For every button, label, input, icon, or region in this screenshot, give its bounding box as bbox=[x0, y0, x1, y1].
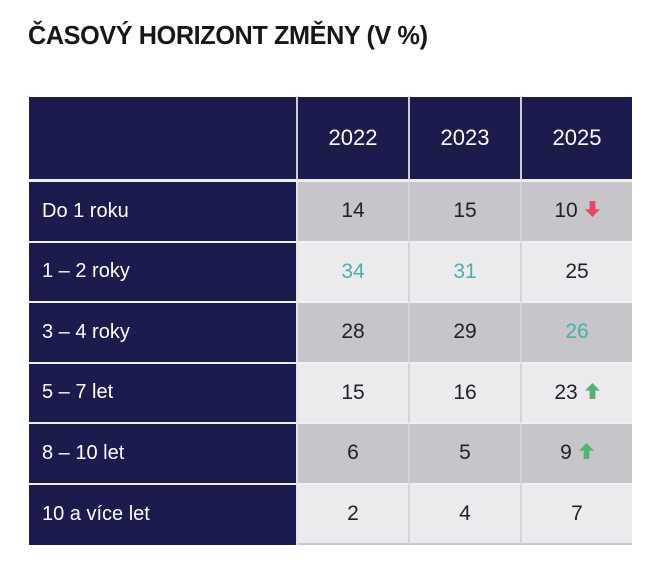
row-label: 3 – 4 roky bbox=[29, 303, 298, 364]
row-label: 10 a více let bbox=[29, 484, 298, 545]
cell-value: 23 bbox=[554, 380, 578, 404]
cell-value: 34 bbox=[341, 259, 365, 283]
cell-value: 15 bbox=[453, 199, 477, 223]
cell-value: 28 bbox=[341, 320, 365, 344]
value-cell: 16 bbox=[410, 363, 522, 424]
value-cell: 10 bbox=[522, 182, 632, 243]
cell-value: 14 bbox=[341, 199, 365, 223]
value-cell: 31 bbox=[410, 242, 522, 303]
cell-value: 29 bbox=[453, 320, 477, 344]
cell-value: 15 bbox=[341, 380, 365, 404]
column-header-2022: 2022 bbox=[298, 97, 410, 182]
table-row: Do 1 roku 14 15 10 bbox=[29, 182, 632, 243]
value-cell: 28 bbox=[298, 303, 410, 364]
table-row: 3 – 4 roky 28 29 26 bbox=[29, 303, 632, 364]
value-cell: 5 bbox=[410, 424, 522, 485]
value-cell: 25 bbox=[522, 242, 632, 303]
value-cell: 26 bbox=[522, 303, 632, 364]
value-cell: 23 bbox=[522, 363, 632, 424]
cell-value: 10 bbox=[554, 199, 578, 223]
cell-value: 4 bbox=[459, 501, 471, 525]
corner-cell bbox=[29, 97, 298, 182]
value-cell: 15 bbox=[298, 363, 410, 424]
row-label: 5 – 7 let bbox=[29, 363, 298, 424]
cell-value: 5 bbox=[459, 441, 471, 465]
value-cell: 7 bbox=[522, 484, 632, 545]
cell-value: 7 bbox=[571, 501, 583, 525]
trend-down-icon bbox=[584, 199, 600, 223]
time-horizon-table: 2022 2023 2025 Do 1 roku 14 15 10 1 – 2 roky 34… bbox=[29, 97, 632, 545]
trend-up-icon bbox=[578, 441, 594, 465]
cell-value: 31 bbox=[453, 259, 477, 283]
value-cell: 6 bbox=[298, 424, 410, 485]
column-header-2023: 2023 bbox=[410, 97, 522, 182]
trend-up-icon bbox=[584, 381, 600, 405]
value-cell: 15 bbox=[410, 182, 522, 243]
table-row: 5 – 7 let 15 16 23 bbox=[29, 363, 632, 424]
value-cell: 9 bbox=[522, 424, 632, 485]
cell-value: 16 bbox=[453, 380, 477, 404]
cell-value: 2 bbox=[347, 501, 359, 525]
row-label: 8 – 10 let bbox=[29, 424, 298, 485]
column-header-2025: 2025 bbox=[522, 97, 632, 182]
row-label: Do 1 roku bbox=[29, 182, 298, 243]
table-row: 8 – 10 let 6 5 9 bbox=[29, 424, 632, 485]
table-header-row: 2022 2023 2025 bbox=[29, 97, 632, 182]
cell-value: 6 bbox=[347, 441, 359, 465]
value-cell: 29 bbox=[410, 303, 522, 364]
cell-value: 25 bbox=[565, 259, 589, 283]
table-row: 10 a více let 2 4 7 bbox=[29, 484, 632, 545]
cell-value: 9 bbox=[560, 441, 572, 465]
value-cell: 4 bbox=[410, 484, 522, 545]
cell-value: 26 bbox=[565, 320, 589, 344]
page-title: ČASOVÝ HORIZONT ZMĚNY (V %) bbox=[28, 20, 428, 50]
value-cell: 2 bbox=[298, 484, 410, 545]
value-cell: 34 bbox=[298, 242, 410, 303]
table-row: 1 – 2 roky 34 31 25 bbox=[29, 242, 632, 303]
row-label: 1 – 2 roky bbox=[29, 242, 298, 303]
value-cell: 14 bbox=[298, 182, 410, 243]
